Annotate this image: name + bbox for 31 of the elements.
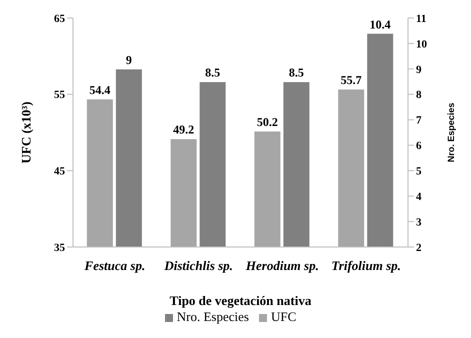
y2-tick-label: 9 (416, 64, 422, 76)
y2-tick-label: 10 (416, 38, 428, 50)
y2-tick-label: 5 (416, 166, 422, 178)
data-label: 54.4 (89, 82, 110, 97)
data-label: 9 (126, 52, 132, 67)
data-label: 49.2 (173, 122, 194, 137)
data-label: 10.4 (370, 17, 391, 32)
y2-tick-label: 3 (416, 216, 422, 228)
x-tick-label: Herodium sp. (244, 258, 319, 274)
y-tick-label: 35 (54, 242, 66, 254)
y2-tick-label: 4 (416, 191, 422, 204)
y2-axis-title: Nro. Especies (446, 102, 456, 162)
y2-tick-label: 2 (416, 242, 422, 254)
x-axis-title: Tipo de vegetación nativa (170, 293, 312, 308)
x-tick-label: Distichlis sp. (163, 258, 233, 274)
x-tick-label: Trifolium sp. (331, 258, 401, 274)
data-label: 55.7 (340, 72, 362, 87)
x-tick-label: Festuca sp. (84, 258, 146, 274)
y2-tick-label: 11 (416, 12, 426, 25)
y-tick-label: 65 (54, 12, 66, 25)
y-tick-label: 45 (54, 166, 66, 178)
data-label: 50.2 (256, 114, 278, 129)
data-label: 8.5 (288, 66, 304, 80)
data-label: 8.5 (205, 66, 220, 80)
y2-tick-label: 8 (416, 89, 422, 102)
y-tick-label: 55 (54, 89, 66, 102)
legend-label: Nro. Especies (176, 309, 249, 324)
y-axis-title: UFC (x10³) (18, 101, 34, 164)
y2-tick-label: 6 (416, 140, 422, 152)
y2-tick-label: 7 (416, 114, 422, 127)
legend-label: UFC (270, 309, 296, 324)
